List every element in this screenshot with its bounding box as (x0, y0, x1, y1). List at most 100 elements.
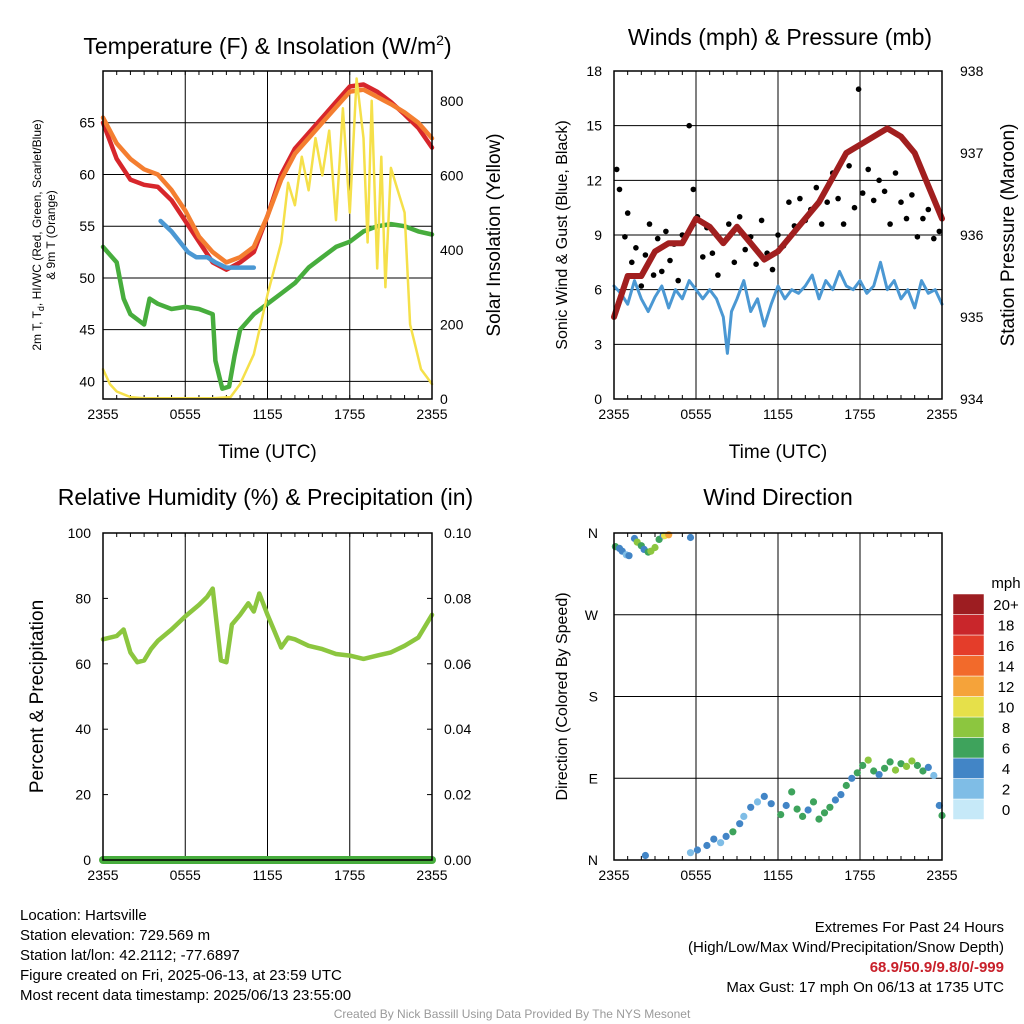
direction-y-tick-label: E (589, 770, 598, 786)
humidity-x-tick-label: 2355 (416, 867, 447, 883)
direction-point (722, 832, 730, 841)
humidity-x-tick-label: 1755 (334, 867, 365, 883)
colorbar-label: 6 (1002, 741, 1010, 758)
colorbar-label: 18 (998, 618, 1015, 635)
gust-point (846, 163, 852, 169)
pressure-y-tick-label: 938 (960, 63, 984, 79)
gust-point (786, 199, 792, 205)
temperature-y-label-line2: & 9m T (Orange) (44, 190, 58, 280)
gust-point (622, 234, 628, 240)
direction-point (902, 762, 911, 771)
colorbar-label: 8 (1002, 720, 1010, 737)
winds-y-tick-label: 12 (586, 172, 602, 188)
gust-point (859, 190, 866, 196)
winds-title: Winds (mph) & Pressure (mb) (628, 24, 932, 50)
gust-point (742, 246, 748, 253)
direction-point (837, 791, 845, 799)
station-info: Location: Hartsville Station elevation: … (20, 906, 351, 1006)
direction-point (788, 788, 796, 796)
direction-point (919, 767, 927, 775)
direction-x-tick-label: 1155 (763, 867, 793, 883)
gust-point (650, 272, 657, 278)
temperature-x-tick-label: 2355 (416, 406, 447, 422)
precip-y-tick-label: 0.02 (444, 787, 471, 803)
extremes-info: Extremes For Past 24 Hours (High/Low/Max… (688, 918, 1004, 998)
gust-point (726, 221, 732, 227)
colorbar-swatch (952, 614, 985, 636)
direction-point (767, 800, 775, 808)
credit-text: Created By Nick Bassill Using Data Provi… (333, 1007, 691, 1021)
direction-point (870, 767, 878, 775)
direction-point (760, 792, 768, 801)
humidity-y-tick-label: 20 (75, 787, 91, 803)
direction-point (848, 774, 856, 782)
colorbar-swatch (952, 696, 985, 718)
recent-data-text: Most recent data timestamp: 2025/06/13 2… (20, 987, 352, 1004)
humidity-y-tick-label: 0 (83, 852, 91, 868)
colorbar-swatch (952, 716, 985, 738)
colorbar-label: 14 (998, 659, 1015, 676)
colorbar-swatch (952, 593, 985, 615)
humidity-plot-border (102, 532, 433, 861)
precip-y-tick-label: 0.04 (444, 721, 471, 737)
gust-point (797, 195, 803, 202)
pressure-y-tick-label: 935 (960, 309, 984, 325)
direction-point (782, 801, 790, 810)
temperature-title-end: ) (444, 33, 452, 59)
temperature-x-tick-label: 2355 (87, 406, 118, 422)
gust-point (736, 214, 743, 220)
gust-point (898, 199, 904, 205)
gust-point (686, 122, 692, 129)
gust-point (909, 192, 915, 198)
speed-colorbar: mph 0 2 4 6 8 10 12 14 16 18 20+ (952, 575, 1021, 820)
temperature-x-tick-label: 1155 (252, 406, 282, 422)
pressure-y-label: Station Pressure (Maroon) (998, 124, 1019, 347)
humidity-x-tick-label: 0555 (170, 867, 201, 883)
direction-point (831, 796, 840, 804)
gust-point (715, 272, 721, 278)
direction-point (935, 801, 943, 810)
gust-point (654, 235, 661, 242)
gust-point (824, 199, 830, 205)
gust-point (865, 166, 871, 173)
humidity-y-tick-label: 40 (75, 721, 91, 737)
direction-point (703, 841, 711, 850)
direction-point (859, 761, 867, 770)
series-hi-wc (158, 218, 257, 270)
elevation-text: Station elevation: 729.569 m (20, 927, 211, 944)
created-text: Figure created on Fri, 2025-06-13, at 23… (20, 967, 342, 984)
humidity-y-tick-label: 60 (75, 656, 91, 672)
temperature-y-label-part: 2m T, T (30, 310, 44, 350)
direction-point (641, 851, 650, 860)
direction-y-tick-label: N (588, 852, 598, 868)
colorbar-label: 16 (998, 638, 1015, 655)
gust-point (633, 245, 639, 251)
temperature-y-tick-label: 55 (79, 218, 95, 234)
gust-point (936, 228, 943, 235)
gust-point (920, 215, 926, 222)
direction-point (693, 846, 702, 854)
winds-y-tick-label: 3 (594, 336, 602, 352)
direction-point (710, 835, 718, 843)
gust-point (870, 197, 877, 204)
winds-x-tick-label: 0555 (680, 406, 711, 422)
gust-point (624, 210, 631, 216)
temperature-y-tick-label: 60 (79, 166, 95, 182)
extremes-legend: (High/Low/Max Wind/Precipitation/Snow De… (688, 939, 1004, 956)
humidity-y-label: Percent & Precipitation (27, 600, 48, 793)
direction-point (625, 552, 633, 560)
gust-point (642, 252, 649, 258)
series-station-pressure (611, 125, 945, 320)
latlon-text: Station lat/lon: 42.2112; -77.6897 (20, 947, 240, 964)
colorbar-label: 10 (998, 700, 1015, 717)
direction-point (886, 758, 894, 766)
direction-point (747, 803, 755, 811)
precip-y-tick-label: 0.06 (444, 656, 471, 672)
direction-point (853, 769, 861, 777)
direction-point (740, 812, 748, 821)
winds-x-tick-label: 2355 (598, 406, 629, 422)
temperature-y-label-part: , HI/WC (Red, Green, Scarlet/Blue) (30, 119, 44, 306)
direction-point (820, 809, 829, 817)
humidity-x-tick-label: 2355 (87, 867, 118, 883)
winds-x-tick-label: 2355 (926, 406, 957, 422)
